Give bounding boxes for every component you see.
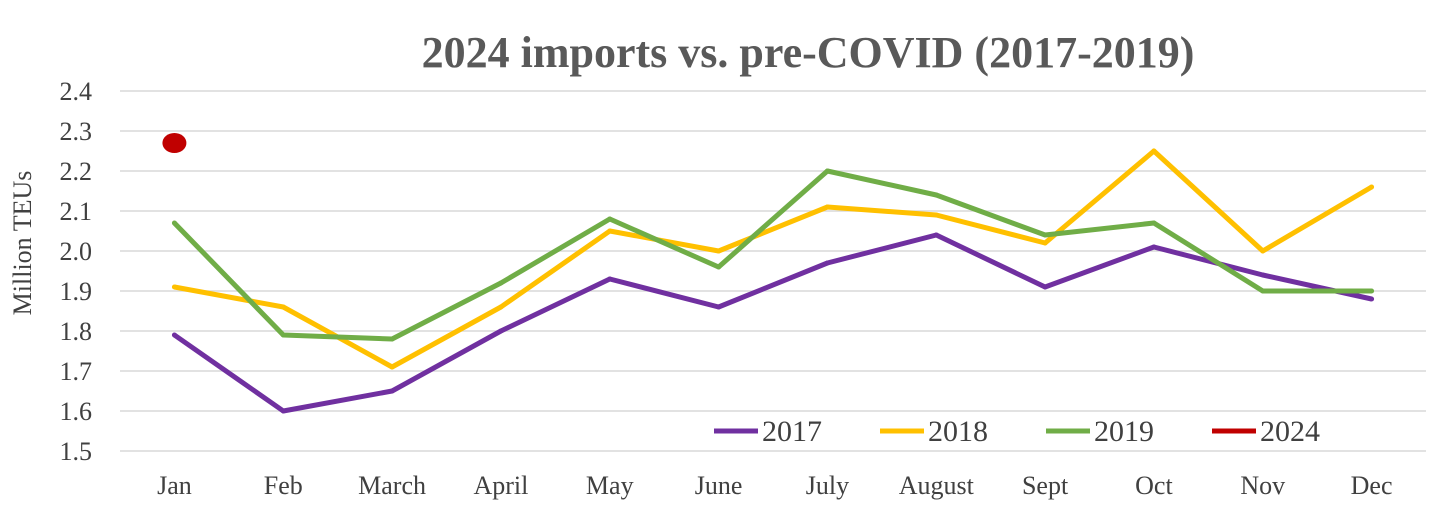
data-point-2018-august (933, 212, 939, 218)
legend-item-2024[interactable]: 2024 (1212, 415, 1320, 448)
data-point-2024-jan (162, 133, 187, 153)
y-tick-label-2.1: 2.1 (60, 197, 93, 226)
legend-label-2017: 2017 (762, 415, 822, 448)
gridlines (120, 90, 1426, 452)
data-point-2017-july (824, 260, 830, 266)
y-tick-label-2.3: 2.3 (60, 117, 93, 146)
data-point-2019-august (933, 192, 939, 198)
data-point-2018-nov (1260, 248, 1266, 254)
data-point-2019-april (498, 280, 504, 286)
legend-label-2019: 2019 (1094, 415, 1154, 448)
series-line-2017 (172, 232, 1373, 414)
series-2024 (162, 133, 187, 153)
data-point-2017-oct (1151, 244, 1157, 250)
series-2018 (171, 148, 1375, 370)
series-line-2018 (173, 148, 1373, 370)
x-tick-label-july: July (806, 471, 849, 500)
series-2017 (171, 232, 1375, 414)
data-point-2017-sept (1042, 284, 1048, 290)
data-point-2019-nov (1260, 288, 1266, 294)
data-point-2017-jan (171, 332, 177, 338)
series-2019 (171, 168, 1375, 342)
data-point-2017-april (498, 328, 504, 334)
x-tick-label-feb: Feb (264, 471, 303, 500)
y-tick-label-1.7: 1.7 (60, 357, 93, 386)
data-point-2019-jan (171, 220, 177, 226)
y-tick-label-2.2: 2.2 (60, 157, 93, 186)
data-point-2019-may (607, 216, 613, 222)
data-point-2019-oct (1151, 220, 1157, 226)
legend-item-2019[interactable]: 2019 (1046, 415, 1154, 448)
data-point-2018-dec (1369, 184, 1375, 190)
data-point-2017-march (389, 388, 395, 394)
y-axis-ticks: 1.5 1.6 1.7 1.8 1.9 2.0 2.1 2.2 2.3 2.4 (60, 77, 93, 466)
legend-label-2024: 2024 (1260, 415, 1320, 448)
data-point-2019-feb (280, 332, 286, 338)
data-point-2019-july (824, 168, 830, 174)
data-point-2018-oct (1151, 148, 1157, 154)
x-tick-label-may: May (586, 471, 634, 500)
data-point-2017-nov (1260, 272, 1266, 278)
data-point-2018-sept (1042, 240, 1048, 246)
data-point-2017-may (607, 276, 613, 282)
x-tick-label-oct: Oct (1135, 471, 1173, 500)
x-axis-ticks: Jan Feb March April May June July August Sept Oct… (157, 471, 1392, 500)
y-tick-label-1.8: 1.8 (60, 317, 93, 346)
data-point-2017-dec (1369, 296, 1375, 302)
x-tick-label-nov: Nov (1240, 471, 1285, 500)
y-tick-label-1.9: 1.9 (60, 277, 93, 306)
legend-label-2018: 2018 (928, 415, 988, 448)
data-point-2019-sept (1042, 232, 1048, 238)
x-tick-label-august: August (899, 471, 975, 500)
chart-title: 2024 imports vs. pre-COVID (2017-2019) (422, 28, 1195, 77)
x-tick-label-dec: Dec (1351, 471, 1393, 500)
data-point-2018-jan (171, 284, 177, 290)
data-point-2017-feb (280, 408, 286, 414)
data-point-2019-dec (1369, 288, 1375, 294)
x-tick-label-april: April (473, 471, 528, 500)
legend[interactable]: 2017 2018 2019 2024 (714, 415, 1320, 448)
legend-item-2017[interactable]: 2017 (714, 415, 822, 448)
data-point-2017-august (933, 232, 939, 238)
data-point-2018-may (607, 228, 613, 234)
x-tick-label-jan: Jan (157, 471, 192, 500)
series-lines (162, 133, 1375, 414)
x-tick-label-sept: Sept (1022, 471, 1069, 500)
data-point-2019-march (389, 336, 395, 342)
data-point-2017-june (716, 304, 722, 310)
y-tick-label-2.0: 2.0 (60, 237, 93, 266)
data-point-2018-feb (280, 304, 286, 310)
y-tick-label-2.4: 2.4 (60, 77, 93, 106)
data-point-2018-march (389, 364, 395, 370)
series-line-2019 (172, 168, 1372, 342)
data-point-2018-april (498, 304, 504, 310)
y-axis-title: Million TEUs (8, 171, 37, 316)
y-tick-label-1.6: 1.6 (60, 397, 93, 426)
legend-item-2018[interactable]: 2018 (880, 415, 988, 448)
y-tick-label-1.5: 1.5 (60, 437, 93, 466)
data-point-2018-july (824, 204, 830, 210)
x-tick-label-june: June (695, 471, 743, 500)
data-point-2019-june (716, 264, 722, 270)
x-tick-label-march: March (358, 471, 426, 500)
data-point-2018-june (716, 248, 722, 254)
